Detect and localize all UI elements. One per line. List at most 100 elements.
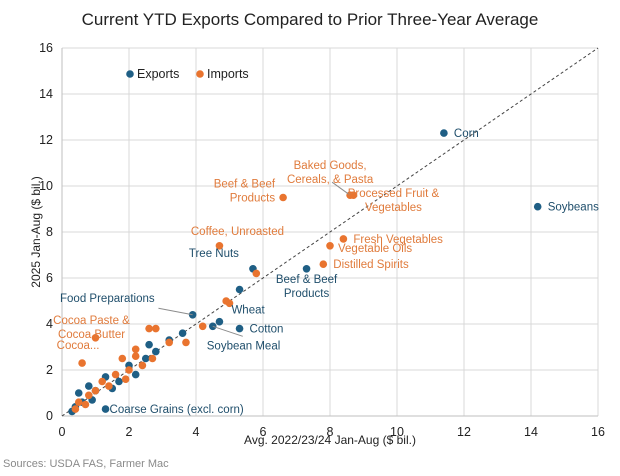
x-tick-label: 14 — [524, 425, 538, 439]
import-point — [81, 400, 90, 409]
data-label-line: Processed Fruit & — [348, 188, 440, 200]
x-tick-label: 6 — [260, 425, 267, 439]
data-label-line: Cocoa Paste & — [53, 315, 130, 327]
x-tick-label: 12 — [457, 425, 471, 439]
reference-line-group — [61, 47, 599, 417]
data-label-line: Products — [284, 288, 330, 300]
x-tick-label: 16 — [591, 425, 605, 439]
legend-label-exports: Exports — [137, 67, 179, 81]
y-tick-label: 12 — [39, 133, 53, 147]
import-point — [138, 361, 147, 370]
data-label-line: Vegetables — [365, 202, 422, 214]
import-point — [78, 359, 86, 367]
legend-label-imports: Imports — [207, 67, 249, 81]
y-tick-label: 16 — [39, 41, 53, 55]
data-points — [68, 129, 542, 416]
export-point — [131, 370, 140, 379]
data-label-export: Coarse Grains (excl. corn) — [110, 404, 244, 416]
export-point — [178, 329, 187, 338]
x-axis-title: Avg. 2022/23/24 Jan-Aug ($ bil.) — [244, 433, 416, 447]
import-point — [105, 382, 113, 390]
leader-line — [158, 307, 193, 316]
y-tick-label: 10 — [39, 179, 53, 193]
import-point — [111, 370, 120, 379]
import-point — [91, 386, 100, 395]
source-note: Sources: USDA FAS, Farmer Mac — [3, 458, 169, 470]
export-point — [235, 285, 244, 294]
import-point — [74, 398, 83, 407]
import-point — [326, 242, 334, 250]
export-point — [440, 129, 448, 137]
import-point — [182, 338, 190, 347]
import-point — [125, 366, 133, 374]
data-label-line: Baked Goods, — [294, 160, 367, 172]
data-label-export: Food Preparations — [60, 293, 155, 305]
x-tick-label: 0 — [59, 425, 66, 439]
data-label-line: Products — [230, 193, 276, 205]
data-label-export: Corn — [454, 128, 479, 140]
data-label-import: Vegetable Oils — [338, 243, 412, 255]
gridlines — [61, 47, 599, 417]
import-point — [131, 345, 140, 354]
import-point — [118, 354, 127, 363]
data-label-export: Soybeans — [548, 202, 599, 214]
export-point — [533, 202, 542, 211]
export-point — [85, 382, 93, 390]
import-point — [349, 191, 358, 199]
export-point — [302, 265, 311, 273]
import-point — [165, 338, 173, 347]
data-label-export: Cotton — [250, 324, 284, 336]
x-tick-label: 10 — [390, 425, 404, 439]
leader-line — [212, 325, 243, 337]
data-label-line: Beef & Beef — [276, 274, 338, 286]
tick-labels: 0 2 4 6 8 10 12 14 16 0 2 4 6 8 10 12 14 16 — [39, 41, 605, 439]
x-tick-label: 2 — [126, 425, 133, 439]
import-point — [148, 354, 157, 363]
import-point — [85, 391, 93, 400]
data-label-line: Beef & Beef — [214, 179, 276, 191]
x-tick-label: 4 — [193, 425, 200, 439]
data-labels: Corn Soybeans Tree Nuts Beef & Beef Products… — [53, 128, 599, 416]
import-point — [145, 324, 153, 333]
y-axis-title: 2025 Jan-Aug ($ bil.) — [29, 176, 43, 287]
legend-marker-imports — [196, 70, 204, 78]
import-point — [71, 405, 80, 413]
data-label-export: Soybean Meal — [207, 340, 281, 352]
y-tick-label: 0 — [46, 409, 53, 423]
import-point — [98, 377, 106, 386]
data-label-import: Distilled Spirits — [333, 259, 409, 271]
import-point — [279, 193, 287, 202]
data-label-line: Cereals, & Pasta — [287, 174, 374, 186]
import-point — [252, 269, 261, 278]
import-point — [121, 375, 130, 384]
export-point — [115, 377, 123, 386]
import-point — [319, 260, 328, 269]
chart-title: Current YTD Exports Compared to Prior Th… — [81, 10, 539, 29]
import-point — [131, 352, 140, 361]
y-tick-label: 4 — [46, 317, 53, 331]
data-label-import: Fresh Vegetables — [353, 234, 443, 246]
legend: Exports Imports — [126, 67, 249, 81]
export-point — [152, 347, 160, 356]
export-point — [141, 354, 150, 363]
data-label-import: Baked Goods, Cereals, & Pasta — [287, 160, 374, 186]
import-point — [198, 322, 207, 331]
import-point — [91, 334, 100, 342]
data-label-line: Cocoa Butter — [58, 329, 125, 341]
legend-marker-exports — [126, 70, 134, 78]
y-tick-label: 14 — [39, 87, 53, 101]
y-tick-label: 6 — [46, 271, 53, 285]
import-point — [339, 235, 348, 243]
data-label-export: Tree Nuts — [189, 248, 239, 260]
leader-line — [331, 181, 351, 196]
export-point — [145, 340, 153, 349]
data-label-import: Beef & Beef Products — [214, 179, 276, 205]
data-label-import: Cocoa... — [57, 340, 100, 352]
import-point — [215, 242, 224, 250]
export-point — [101, 405, 110, 413]
x-tick-label: 8 — [327, 425, 334, 439]
data-label-import: Cocoa Paste & Cocoa Butter — [53, 315, 130, 341]
export-point — [74, 389, 83, 397]
data-label-export: Wheat — [231, 305, 265, 317]
